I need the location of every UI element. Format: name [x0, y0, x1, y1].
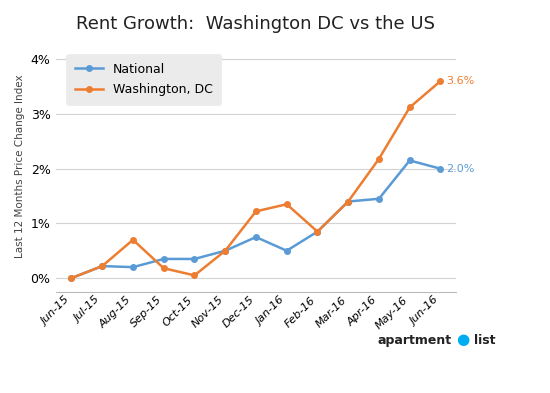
- Washington, DC: [222, 248, 228, 253]
- Text: 3.6%: 3.6%: [446, 76, 474, 86]
- Title: Rent Growth:  Washington DC vs the US: Rent Growth: Washington DC vs the US: [76, 15, 436, 33]
- Washington, DC: [406, 105, 413, 110]
- National: [314, 229, 321, 234]
- Line: National: National: [69, 158, 443, 281]
- Washington, DC: [99, 264, 106, 268]
- National: [130, 265, 136, 270]
- Washington, DC: [130, 237, 136, 242]
- National: [252, 235, 259, 239]
- Text: apartment: apartment: [378, 334, 452, 347]
- Line: Washington, DC: Washington, DC: [69, 78, 443, 281]
- National: [191, 257, 198, 261]
- National: [437, 166, 444, 171]
- Legend: National, Washington, DC: National, Washington, DC: [67, 54, 221, 105]
- Washington, DC: [376, 156, 382, 161]
- Washington, DC: [437, 79, 444, 83]
- Washington, DC: [161, 266, 167, 271]
- National: [376, 196, 382, 201]
- Text: list: list: [474, 334, 496, 347]
- National: [406, 158, 413, 163]
- Washington, DC: [191, 273, 198, 278]
- Text: 2.0%: 2.0%: [446, 163, 474, 174]
- National: [222, 248, 228, 253]
- National: [345, 199, 351, 204]
- Text: ●: ●: [456, 332, 469, 347]
- Washington, DC: [345, 199, 351, 204]
- Washington, DC: [283, 202, 290, 207]
- Washington, DC: [314, 229, 321, 234]
- National: [99, 264, 106, 268]
- Washington, DC: [68, 276, 75, 281]
- Washington, DC: [252, 209, 259, 214]
- National: [161, 257, 167, 261]
- National: [283, 248, 290, 253]
- National: [68, 276, 75, 281]
- Y-axis label: Last 12 Months Price Change Index: Last 12 Months Price Change Index: [15, 74, 25, 258]
